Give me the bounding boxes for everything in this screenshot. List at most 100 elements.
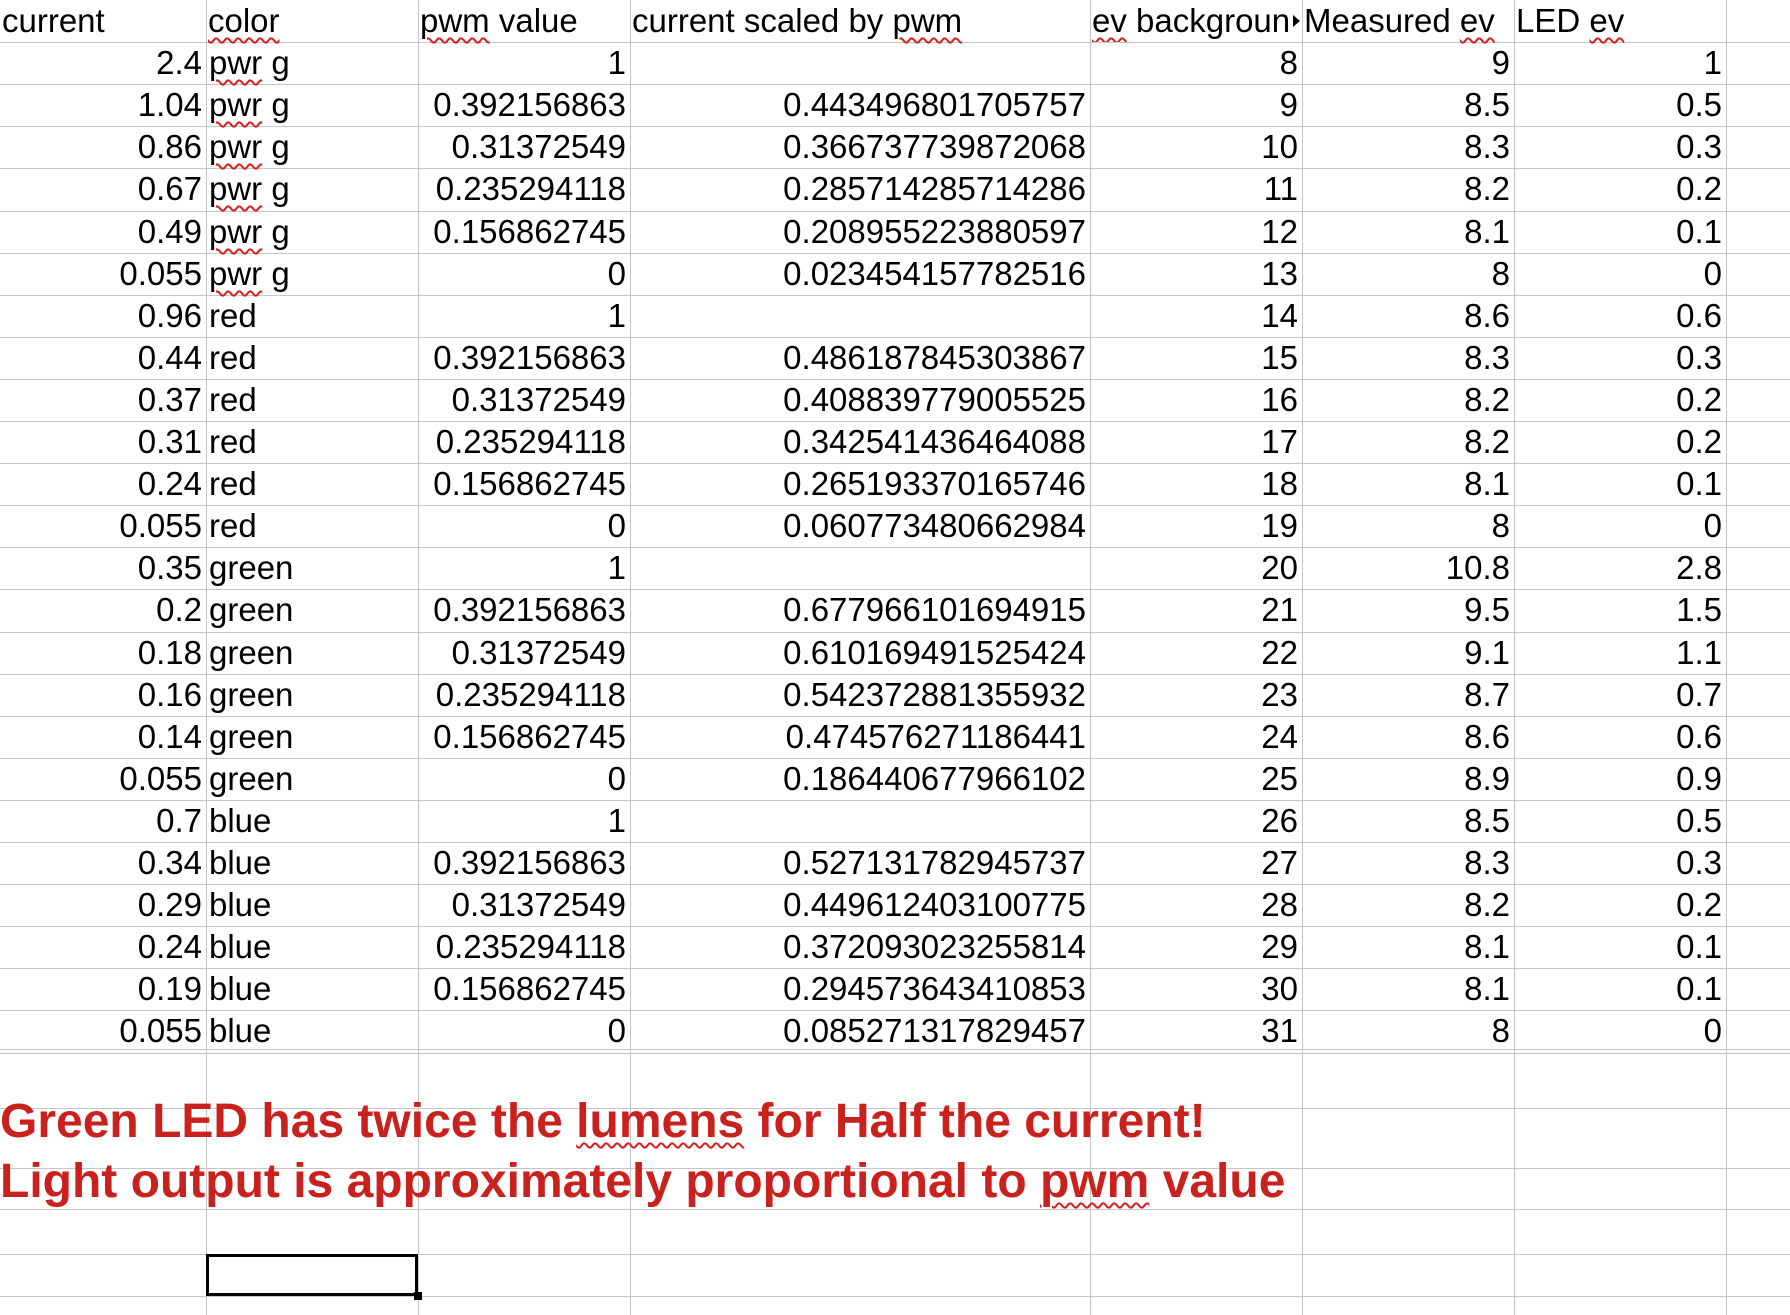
cell-measured[interactable]: 8.9 (1464, 760, 1510, 797)
cell-current[interactable]: 0.055 (119, 255, 202, 292)
cell-color[interactable]: red (209, 465, 257, 502)
cell-color[interactable]: green (209, 591, 294, 628)
cell-cursor[interactable] (206, 1254, 418, 1296)
cell-scaled[interactable] (630, 800, 1090, 842)
cell-bg[interactable]: 25 (1261, 760, 1298, 797)
cell-color[interactable]: blue (209, 886, 272, 923)
cell-bg[interactable]: 18 (1261, 465, 1298, 502)
cell-bg[interactable]: 10 (1261, 128, 1298, 165)
cell-pwm[interactable]: 0.235294118 (435, 928, 626, 965)
cell-pwm[interactable]: 0 (607, 760, 626, 797)
cell-color[interactable]: blue (209, 844, 272, 881)
fill-handle[interactable] (414, 1292, 422, 1300)
cell-pwm[interactable]: 0.392156863 (433, 86, 626, 123)
cell-bg[interactable]: 23 (1261, 676, 1298, 713)
cell-color[interactable]: red (209, 507, 257, 544)
cell-led[interactable]: 0.6 (1676, 718, 1722, 755)
cell-current[interactable]: 0.86 (137, 128, 202, 165)
cell-bg[interactable]: 31 (1261, 1012, 1298, 1049)
cell-scaled[interactable]: 0.408839779005525 (783, 381, 1086, 418)
cell-scaled[interactable]: 0.542372881355932 (783, 676, 1086, 713)
cell-led[interactable]: 2.8 (1676, 549, 1722, 586)
cell-current[interactable]: 0.055 (119, 760, 202, 797)
cell-pwm[interactable]: 0.31372549 (451, 381, 626, 418)
cell-measured[interactable]: 8.1 (1464, 928, 1510, 965)
cell-current[interactable]: 0.14 (137, 718, 202, 755)
cell-current[interactable]: 0.055 (119, 1012, 202, 1049)
cell-color[interactable]: red (209, 339, 257, 376)
cell-current[interactable]: 0.44 (137, 339, 202, 376)
cell-scaled[interactable]: 0.527131782945737 (783, 844, 1086, 881)
cell-measured[interactable]: 9.5 (1464, 591, 1510, 628)
cell-color[interactable]: green (209, 718, 294, 755)
cell-bg[interactable]: 16 (1261, 381, 1298, 418)
cell-scaled[interactable]: 0.023454157782516 (783, 255, 1086, 292)
cell-measured[interactable]: 8.6 (1464, 297, 1510, 334)
cell-current[interactable]: 0.37 (137, 381, 202, 418)
cell-current[interactable]: 0.7 (156, 802, 202, 839)
cell-color[interactable]: red (209, 381, 257, 418)
cell-current[interactable]: 0.055 (119, 507, 202, 544)
cell-measured[interactable]: 8.3 (1464, 844, 1510, 881)
cell-scaled[interactable]: 0.208955223880597 (783, 213, 1086, 250)
cell-measured[interactable]: 9.1 (1464, 634, 1510, 671)
cell-color[interactable]: blue (209, 1012, 272, 1049)
cell-current[interactable]: 0.19 (137, 970, 202, 1007)
cell-current[interactable]: 0.67 (137, 170, 202, 207)
cell-led[interactable]: 0.5 (1676, 86, 1722, 123)
cell-led[interactable]: 0.6 (1676, 297, 1722, 334)
cell-pwm[interactable]: 1 (607, 44, 626, 81)
cell-led[interactable]: 0.1 (1676, 928, 1722, 965)
cell-current[interactable]: 0.49 (137, 213, 202, 250)
cell-scaled[interactable]: 0.085271317829457 (783, 1012, 1086, 1049)
cell-measured[interactable]: 8.1 (1464, 970, 1510, 1007)
cell-pwm[interactable]: 0.235294118 (435, 170, 626, 207)
cell-pwm[interactable]: 1 (607, 549, 626, 586)
cell-led[interactable]: 0.2 (1676, 170, 1722, 207)
cell-led[interactable]: 0.9 (1676, 760, 1722, 797)
cell-color[interactable]: green (209, 549, 294, 586)
cell-pwm[interactable]: 1 (607, 802, 626, 839)
cell-current[interactable]: 0.18 (137, 634, 202, 671)
cell-scaled[interactable]: 0.677966101694915 (783, 591, 1086, 628)
cell-current[interactable]: 0.24 (137, 928, 202, 965)
cell-led[interactable]: 0.2 (1676, 886, 1722, 923)
cell-current[interactable]: 0.35 (137, 549, 202, 586)
cell-bg[interactable]: 11 (1263, 170, 1298, 207)
header-cell-pwm[interactable]: pwm value (420, 2, 578, 39)
cell-measured[interactable]: 8.2 (1464, 423, 1510, 460)
cell-color[interactable]: pwr g (209, 170, 290, 207)
cell-bg[interactable]: 29 (1261, 928, 1298, 965)
cell-led[interactable]: 0.1 (1676, 213, 1722, 250)
cell-bg[interactable]: 17 (1261, 423, 1298, 460)
cell-bg[interactable]: 14 (1261, 297, 1298, 334)
cell-color[interactable]: pwr g (209, 44, 290, 81)
cell-color[interactable]: pwr g (209, 255, 290, 292)
cell-led[interactable]: 0.5 (1676, 802, 1722, 839)
cell-scaled[interactable]: 0.265193370165746 (783, 465, 1086, 502)
cell-bg[interactable]: 22 (1261, 634, 1298, 671)
cell-led[interactable]: 0 (1703, 1012, 1722, 1049)
cell-led[interactable]: 0.1 (1676, 970, 1722, 1007)
cell-current[interactable]: 0.24 (137, 465, 202, 502)
cell-scaled[interactable]: 0.610169491525424 (783, 634, 1086, 671)
cell-measured[interactable]: 8 (1491, 1012, 1510, 1049)
cell-bg[interactable]: 9 (1279, 86, 1298, 123)
cell-measured[interactable]: 8.1 (1464, 213, 1510, 250)
cell-measured[interactable]: 8.2 (1464, 170, 1510, 207)
cell-scaled[interactable]: 0.449612403100775 (783, 886, 1086, 923)
cell-pwm[interactable]: 0 (607, 507, 626, 544)
cell-bg[interactable]: 15 (1261, 339, 1298, 376)
cell-current[interactable]: 0.96 (137, 297, 202, 334)
cell-bg[interactable]: 30 (1261, 970, 1298, 1007)
cell-color[interactable]: blue (209, 802, 272, 839)
cell-bg[interactable]: 27 (1261, 844, 1298, 881)
cell-bg[interactable]: 13 (1261, 255, 1298, 292)
cell-measured[interactable]: 8.2 (1464, 381, 1510, 418)
cell-scaled[interactable]: 0.285714285714286 (783, 170, 1086, 207)
cell-measured[interactable]: 8 (1491, 507, 1510, 544)
cell-current[interactable]: 0.16 (137, 676, 202, 713)
cell-color[interactable]: pwr g (209, 213, 290, 250)
cell-bg[interactable]: 19 (1261, 507, 1298, 544)
